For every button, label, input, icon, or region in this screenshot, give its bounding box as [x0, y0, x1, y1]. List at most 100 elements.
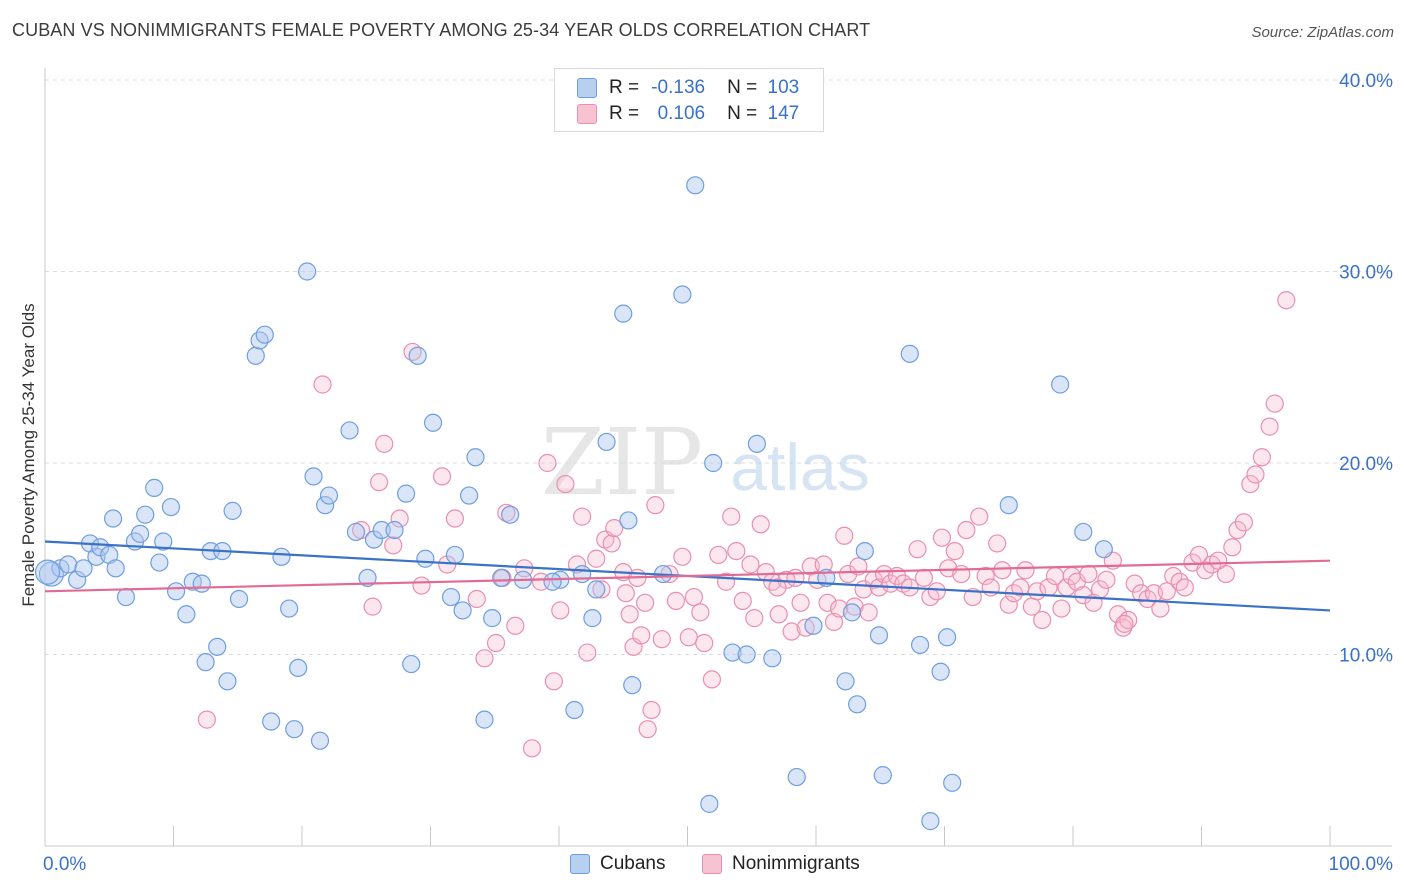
nonimmigrant-point — [673, 547, 692, 566]
nonimmigrant-point — [963, 587, 982, 607]
cuban-point — [1051, 375, 1070, 394]
cuban-point — [150, 553, 169, 572]
nonimmigrant-point — [1079, 564, 1098, 584]
nonimmigrant-point — [666, 591, 686, 610]
nonimmigrant-point — [824, 612, 844, 632]
nonimmigrant-point — [1216, 564, 1236, 584]
cuban-point — [310, 731, 330, 750]
cuban-point — [104, 509, 123, 528]
nonimmigrant-point — [1241, 474, 1260, 494]
cuban-point — [136, 505, 155, 524]
nonimmigrant-point — [1209, 551, 1228, 570]
nonimmigrant-point — [642, 700, 661, 720]
trend-lines — [44, 540, 1331, 612]
cuban-point — [166, 582, 186, 601]
cuban-point — [900, 344, 919, 363]
nonimmigrant-point — [467, 589, 486, 609]
cuban-point — [372, 520, 391, 540]
cuban-point — [937, 628, 957, 647]
nonimmigrant-point — [652, 630, 671, 649]
cuban-point — [475, 710, 494, 729]
cuban-point — [316, 496, 335, 515]
nonimmigrant-point — [957, 520, 976, 540]
cuban-point — [346, 522, 366, 542]
cuban-point — [402, 654, 421, 674]
cuban-point — [623, 676, 642, 695]
nonimmigrants-trend-line — [44, 559, 1331, 593]
cuban-point — [573, 564, 592, 584]
cuban-point — [34, 559, 61, 585]
nonimmigrant-point — [932, 528, 952, 547]
cuban-point — [340, 421, 359, 440]
cuban-point — [416, 549, 435, 568]
nonimmigrant-point — [745, 609, 764, 628]
cuban-point — [177, 605, 196, 624]
nonimmigrant-point — [1097, 570, 1116, 589]
nonimmigrant-point — [927, 582, 946, 601]
cuban-point — [223, 501, 242, 520]
cuban-point — [246, 346, 265, 365]
nonimmigrant-point — [1115, 614, 1134, 633]
nonimmigrants-points — [197, 291, 1296, 758]
nonimmigrant-point — [375, 434, 394, 453]
cuban-point — [543, 572, 562, 591]
x-tick-label: 0.0% — [43, 854, 86, 875]
x-tick-label: 100.0% — [1329, 854, 1394, 875]
nonimmigrant-point — [646, 496, 665, 515]
bottom-legend-nonimmigrants: Nonimmigrants — [702, 852, 860, 876]
legend-n-label: N = — [727, 103, 758, 124]
legend-r-label: R = — [609, 103, 640, 124]
nonimmigrant-point — [538, 453, 557, 473]
nonimmigrant-point — [684, 587, 704, 607]
nonimmigrant-point — [695, 633, 714, 653]
nonimmigrant-point — [522, 739, 542, 758]
nonimmigrant-point — [908, 540, 927, 559]
cuban-point — [763, 649, 782, 668]
nonimmigrant-point — [741, 555, 760, 574]
nonimmigrant-point — [635, 593, 655, 612]
nonimmigrant-point — [1108, 605, 1128, 624]
nonimmigrant-point — [709, 545, 728, 565]
nonimmigrant-point — [544, 672, 563, 691]
y-tick-label: 30.0% — [1339, 263, 1393, 284]
nonimmigrant-point — [1125, 574, 1144, 593]
legend-row-nonimmigrants: R = 0.106 N = 147 — [577, 102, 799, 126]
cuban-point — [289, 658, 308, 678]
cuban-point — [74, 559, 93, 578]
cuban-point — [999, 496, 1018, 515]
legend-row-cubans: R = -0.136 N = 103 — [577, 76, 799, 100]
nonimmigrant-point — [616, 584, 635, 603]
zipatlas-watermark: ZIP atlas — [541, 409, 870, 516]
cuban-point — [255, 325, 274, 344]
y-tick-label: 40.0% — [1339, 71, 1393, 92]
nonimmigrant-point — [768, 578, 787, 597]
nonimmigrant-point — [412, 576, 431, 595]
watermark-atlas: atlas — [730, 430, 869, 504]
cuban-point — [68, 570, 87, 589]
cuban-point — [855, 541, 874, 561]
nonimmigrant-point — [313, 375, 332, 394]
axes — [44, 68, 1392, 847]
nonimmigrant-point — [592, 580, 611, 599]
cuban-point — [466, 448, 485, 467]
nonimmigrant-point — [445, 509, 465, 528]
nonimmigrant-point — [859, 603, 878, 622]
nonimmigrant-point — [390, 509, 409, 528]
nonimmigrant-point — [620, 605, 639, 624]
nonimmigrant-point — [945, 541, 964, 561]
cuban-point — [272, 547, 291, 566]
cuban-point — [723, 643, 742, 662]
nonimmigrant-point — [475, 649, 494, 668]
cuban-point — [836, 672, 855, 691]
nonimmigrant-point — [691, 603, 710, 622]
tick-labels: 10.0% 20.0% 30.0% 40.0% 0.0% 100.0% — [43, 71, 1393, 875]
cuban-point — [319, 486, 339, 505]
nonimmigrant-point — [988, 534, 1007, 553]
chart-title: CUBAN VS NONIMMIGRANTS FEMALE POVERTY AM… — [12, 20, 871, 40]
nonimmigrant-point — [1033, 610, 1052, 630]
cuban-point — [842, 603, 862, 622]
cuban-point — [1094, 540, 1113, 559]
cuban-point — [747, 434, 766, 453]
bottom-legend-swatch-nonimmigrants — [702, 854, 722, 874]
legend-r-value: 0.106 — [657, 103, 706, 124]
